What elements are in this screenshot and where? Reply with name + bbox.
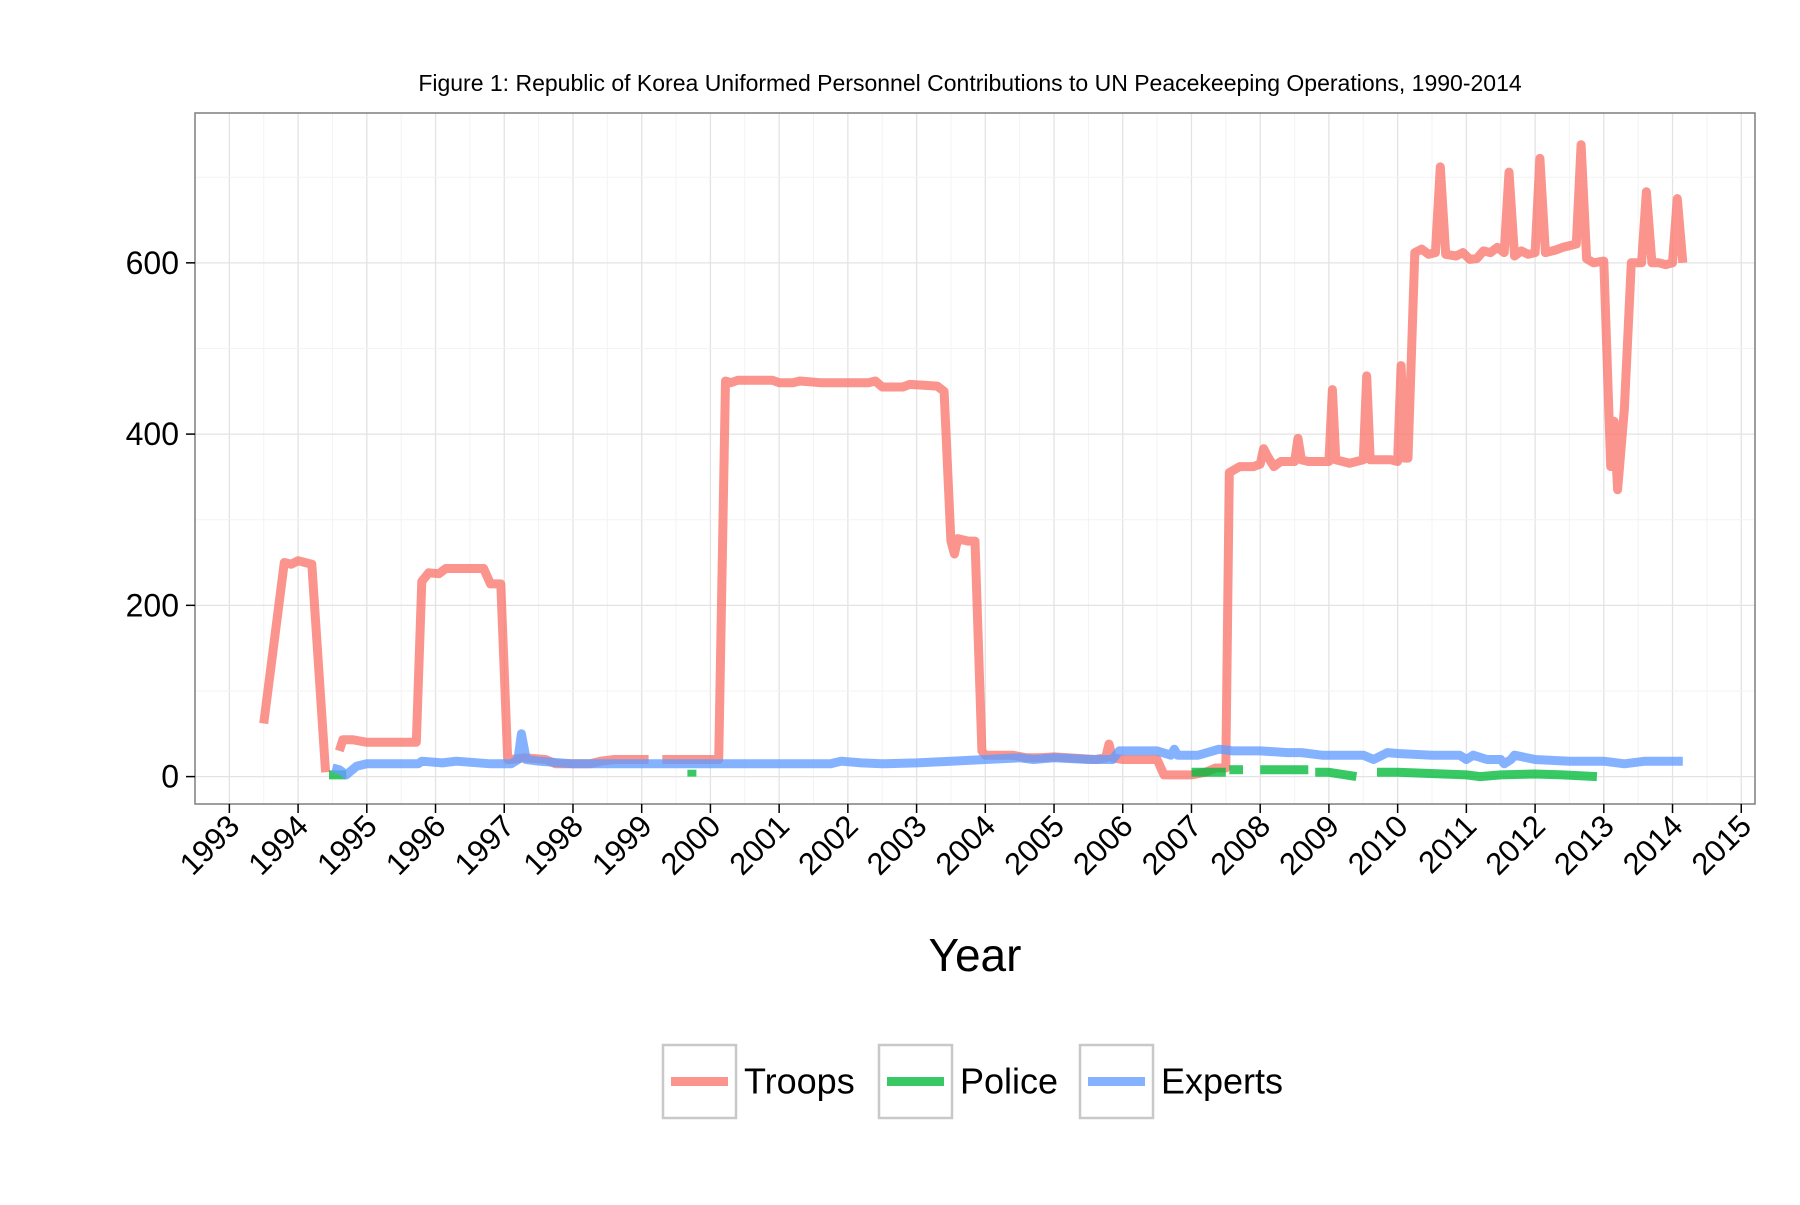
x-tick-label: 2006 <box>1066 808 1140 882</box>
x-tick-label: 2003 <box>860 808 934 882</box>
x-tick-label: 2015 <box>1685 808 1759 882</box>
legend-item-police: Police <box>877 1043 1058 1120</box>
y-tick-label: 200 <box>126 587 179 623</box>
series-line-segment <box>1377 767 1598 782</box>
legend: Troops Police Experts <box>661 1043 1283 1120</box>
x-tick-label: 1995 <box>310 808 384 882</box>
x-tick-label: 1996 <box>379 808 453 882</box>
x-tick-label: 1998 <box>516 808 590 882</box>
x-tick-label: 2010 <box>1341 808 1415 882</box>
y-tick-label: 0 <box>161 759 179 795</box>
legend-label: Experts <box>1161 1061 1283 1102</box>
x-tick-label: 2013 <box>1547 808 1621 882</box>
plot-background <box>195 113 1755 804</box>
series-line-segment <box>1315 767 1358 782</box>
x-tick-label: 1997 <box>448 808 522 882</box>
x-tick-label: 2002 <box>791 808 865 882</box>
legend-label: Police <box>960 1061 1058 1102</box>
series-line-segment <box>331 729 1683 780</box>
legend-label: Troops <box>744 1061 855 1102</box>
x-tick-label: 2012 <box>1479 808 1553 882</box>
x-tick-label: 2004 <box>929 808 1003 882</box>
series-police <box>329 765 1598 782</box>
x-tick-label: 1999 <box>585 808 659 882</box>
y-tick-label: 600 <box>126 245 179 281</box>
x-tick-label: 2005 <box>997 808 1071 882</box>
plot-border <box>194 112 1756 805</box>
chart-title: Figure 1: Republic of Korea Uniformed Pe… <box>418 70 1522 96</box>
y-tick-label: 400 <box>126 416 179 452</box>
x-tick-label: 2009 <box>1272 808 1346 882</box>
grid-lines <box>195 113 1755 804</box>
legend-item-troops: Troops <box>661 1043 855 1120</box>
x-tick-label: 2008 <box>1204 808 1278 882</box>
x-tick-label: 2014 <box>1616 808 1690 882</box>
x-tick-label: 1993 <box>173 808 247 882</box>
x-tick-label: 1994 <box>242 808 316 882</box>
x-tick-label: 2001 <box>723 808 797 882</box>
x-tick-label: 2011 <box>1411 808 1483 880</box>
x-tick-label: 2007 <box>1135 808 1209 882</box>
x-axis-label: Year <box>929 929 1022 981</box>
series-lines <box>259 140 1688 782</box>
series-experts <box>331 729 1683 780</box>
legend-item-experts: Experts <box>1078 1043 1283 1120</box>
series-line-segment <box>662 140 1688 780</box>
series-line-segment <box>259 556 331 773</box>
x-tick-label: 2000 <box>654 808 728 882</box>
